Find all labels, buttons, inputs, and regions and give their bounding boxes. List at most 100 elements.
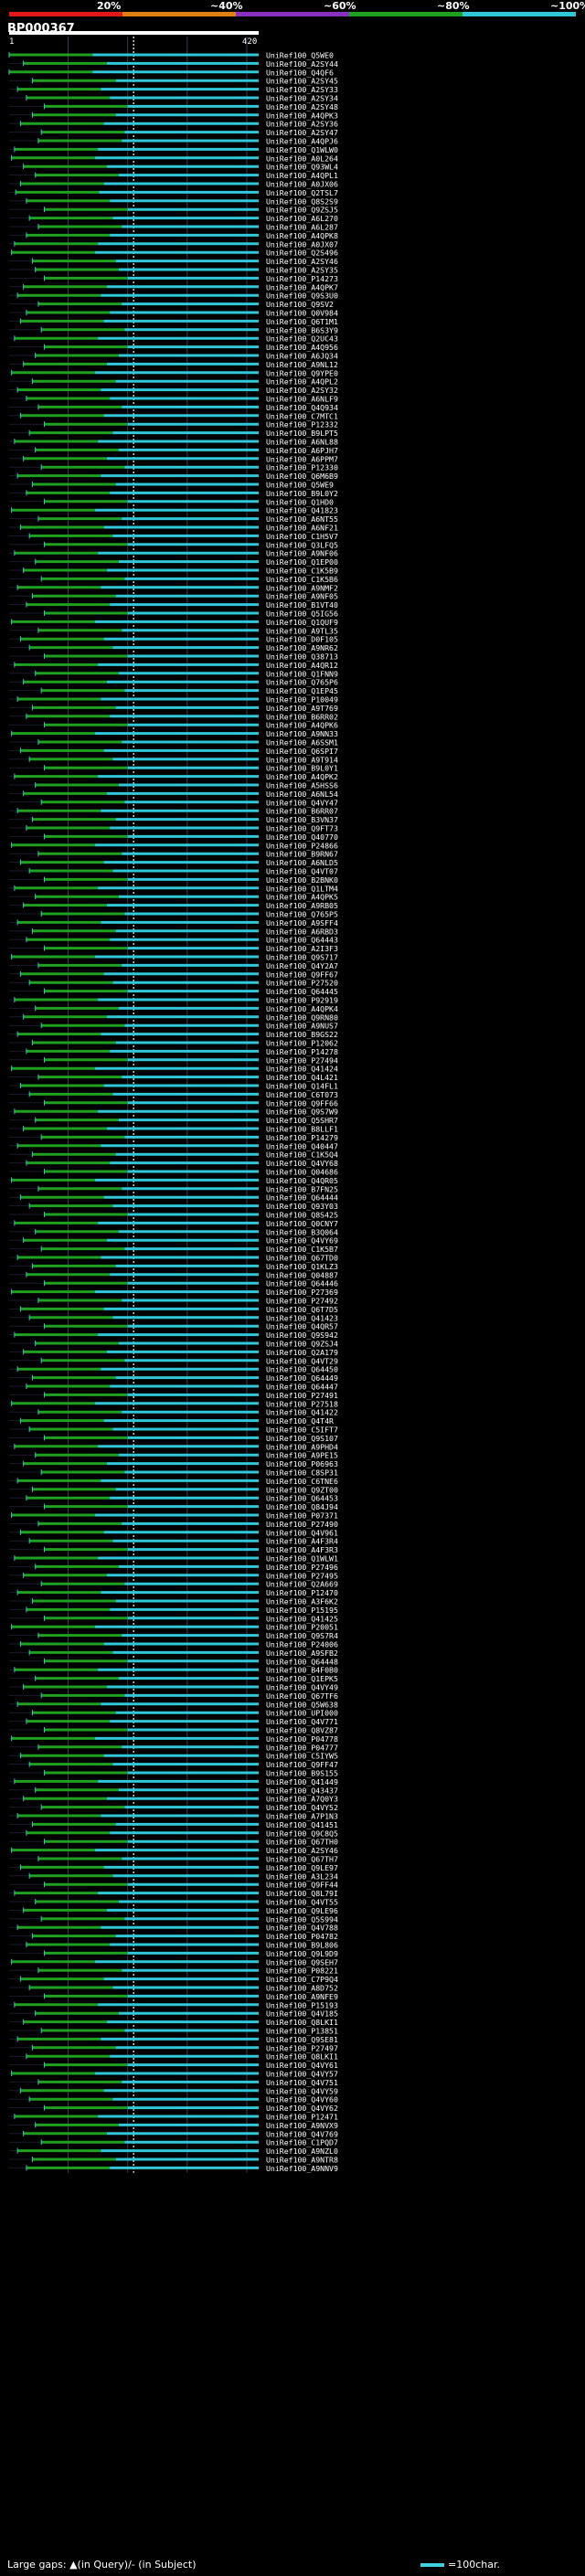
hit-label: UniRef100_Q9RN80 bbox=[266, 1012, 338, 1022]
hit-label: UniRef100_A9PHD4 bbox=[266, 1442, 338, 1451]
hit-label: UniRef100_A6NL88 bbox=[266, 438, 338, 447]
legend-label: ~100% bbox=[550, 0, 585, 12]
hit-label: UniRef100_A5HSS6 bbox=[266, 781, 338, 790]
hit-label: UniRef100_P27520 bbox=[266, 979, 338, 988]
scale-text: =100char. bbox=[448, 2559, 500, 2571]
hit-label: UniRef100_A2SY36 bbox=[266, 120, 338, 129]
hit-label: UniRef100_P27497 bbox=[266, 2043, 338, 2052]
hit-label: UniRef100_Q04686 bbox=[266, 1168, 338, 1177]
hit-label: UniRef100_P27492 bbox=[266, 1297, 338, 1306]
hit-label: UniRef100_Q4QR05 bbox=[266, 1176, 338, 1185]
hit-label: UniRef100_Q4VY49 bbox=[266, 1683, 338, 1692]
hit-label: UniRef100_Q9S717 bbox=[266, 953, 338, 962]
hit-label: UniRef100_C6TNE6 bbox=[266, 1477, 338, 1486]
hit-label: UniRef100_Q41424 bbox=[266, 1065, 338, 1074]
hit-label: UniRef100_A7Q0Y3 bbox=[266, 1795, 338, 1804]
hit-label: UniRef100_Q1WLW1 bbox=[266, 1554, 338, 1564]
hit-label: UniRef100_Q4VT55 bbox=[266, 1898, 338, 1907]
hit-label: UniRef100_P15195 bbox=[266, 1606, 338, 1615]
hit-label: UniRef100_A6NLD5 bbox=[266, 858, 338, 867]
hit-label: UniRef100_A9NL12 bbox=[266, 360, 338, 369]
hit-label: UniRef100_Q4VY60 bbox=[266, 2095, 338, 2104]
hit-label: UniRef100_Q1HD0 bbox=[266, 497, 334, 506]
hit-label: UniRef100_P24866 bbox=[266, 841, 338, 850]
hit-label: UniRef100_Q4V769 bbox=[266, 2129, 338, 2138]
hit-label: UniRef100_Q9SEH7 bbox=[266, 1957, 338, 1966]
ruler-start-label: 1 bbox=[9, 37, 14, 47]
hit-label: UniRef100_A9TL35 bbox=[266, 626, 338, 635]
hit-label: UniRef100_A9NTR8 bbox=[266, 2156, 338, 2165]
query-ruler bbox=[9, 31, 259, 35]
hit-label: UniRef100_B9RN67 bbox=[266, 850, 338, 859]
hit-label: UniRef100_Q4VY59 bbox=[266, 2086, 338, 2095]
hit-label: UniRef100_A2SY35 bbox=[266, 266, 338, 275]
hit-label: UniRef100_Q93Y03 bbox=[266, 1202, 338, 1211]
hit-label: UniRef100_A6L287 bbox=[266, 223, 338, 232]
hit-label: UniRef100_B6RR02 bbox=[266, 712, 338, 721]
hit-label: UniRef100_P08221 bbox=[266, 1966, 338, 1976]
hit-label: UniRef100_Q4VY69 bbox=[266, 1236, 338, 1246]
hit-label: UniRef100_Q64447 bbox=[266, 1383, 338, 1392]
hit-label: UniRef100_Q5WE0 bbox=[266, 51, 334, 60]
hit-label: UniRef100_A6PJH7 bbox=[266, 446, 338, 455]
hit-label: UniRef100_Q4V751 bbox=[266, 2078, 338, 2087]
hit-label: UniRef100_Q3LFQ5 bbox=[266, 540, 338, 549]
hit-label: UniRef100_A0JX07 bbox=[266, 239, 338, 249]
hit-label: UniRef100_B3VN37 bbox=[266, 815, 338, 824]
hit-label: UniRef100_A9NFE9 bbox=[266, 1992, 338, 2001]
hit-label: UniRef100_A2SY48 bbox=[266, 102, 338, 111]
hit-label: UniRef100_Q4VY62 bbox=[266, 2104, 338, 2113]
hit-label: UniRef100_A6PPM7 bbox=[266, 454, 338, 463]
hit-label: UniRef100_A4QPL1 bbox=[266, 171, 338, 180]
hit-label: UniRef100_Q2A669 bbox=[266, 1580, 338, 1589]
hit-label: UniRef100_P27369 bbox=[266, 1288, 338, 1297]
hit-label: UniRef100_C1K5B6 bbox=[266, 575, 338, 584]
hit-label: UniRef100_A9NZL0 bbox=[266, 2147, 338, 2156]
hit-label: UniRef100_A9NMF2 bbox=[266, 583, 338, 592]
hit-label: UniRef100_C5IYW5 bbox=[266, 1752, 338, 1761]
hit-label: UniRef100_B9GS22 bbox=[266, 1030, 338, 1039]
hit-label: UniRef100_Q4V185 bbox=[266, 2009, 338, 2019]
hit-label: UniRef100_A7P1N3 bbox=[266, 1812, 338, 1821]
hit-label: UniRef100_B3Q064 bbox=[266, 1227, 338, 1236]
hit-label: UniRef100_Q9ZT00 bbox=[266, 1485, 338, 1494]
hit-label: UniRef100_P27495 bbox=[266, 1571, 338, 1580]
hit-label: UniRef100_C5IFT7 bbox=[266, 1426, 338, 1435]
legend-label: ~80% bbox=[437, 0, 470, 12]
hit-label: UniRef100_A4QPK4 bbox=[266, 1004, 338, 1013]
hit-label: UniRef100_Q67TH0 bbox=[266, 1838, 338, 1847]
hit-label: UniRef100_A4F3R3 bbox=[266, 1545, 338, 1554]
hit-label: UniRef100_P20051 bbox=[266, 1623, 338, 1632]
hit-label: UniRef100_Q9FF66 bbox=[266, 1098, 338, 1108]
hit-label: UniRef100_A9NVX9 bbox=[266, 2121, 338, 2130]
hit-label: UniRef100_A9SFF4 bbox=[266, 918, 338, 928]
legend-segment bbox=[9, 12, 122, 16]
hit-label: UniRef100_P10049 bbox=[266, 695, 338, 705]
hit-label: UniRef100_Q8VZ87 bbox=[266, 1726, 338, 1735]
hit-label: UniRef100_B1VT40 bbox=[266, 600, 338, 610]
hit-label: UniRef100_Q93WL4 bbox=[266, 163, 338, 172]
hit-label: UniRef100_Q67TF6 bbox=[266, 1691, 338, 1701]
hit-label: UniRef100_A9T914 bbox=[266, 755, 338, 764]
hit-label: UniRef100_Q4VY52 bbox=[266, 1803, 338, 1812]
hit-label: UniRef100_A4QPK2 bbox=[266, 772, 338, 781]
hit-label: UniRef100_Q8LKI1 bbox=[266, 2052, 338, 2062]
hit-label: UniRef100_Q1EPK5 bbox=[266, 1674, 338, 1683]
hit-label: UniRef100_Q64445 bbox=[266, 987, 338, 996]
hit-label: UniRef100_A0JX06 bbox=[266, 180, 338, 189]
hit-label: UniRef100_B4F0B0 bbox=[266, 1666, 338, 1675]
hit-label: UniRef100_Q5W638 bbox=[266, 1700, 338, 1709]
hit-label: UniRef100_UPI000 bbox=[266, 1709, 338, 1718]
hit-label: UniRef100_A4QPK3 bbox=[266, 111, 338, 120]
hit-label: UniRef100_B6S3Y9 bbox=[266, 325, 338, 334]
hit-label: UniRef100_Q38713 bbox=[266, 652, 338, 662]
hit-label: UniRef100_P27494 bbox=[266, 1055, 338, 1065]
hit-label: UniRef100_Q9YPE0 bbox=[266, 368, 338, 377]
hit-label: UniRef100_Q40770 bbox=[266, 832, 338, 842]
hit-label: UniRef100_A6NLF9 bbox=[266, 395, 338, 404]
hit-label: UniRef100_A4QPK8 bbox=[266, 231, 338, 240]
hit-label: UniRef100_P04777 bbox=[266, 1743, 338, 1752]
hit-label: UniRef100_Q6SPI7 bbox=[266, 747, 338, 756]
hit-label: UniRef100_A2I3F3 bbox=[266, 944, 338, 953]
